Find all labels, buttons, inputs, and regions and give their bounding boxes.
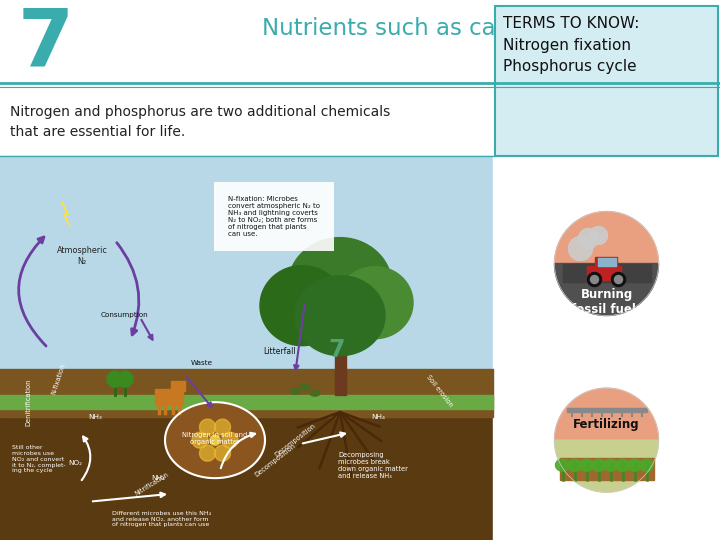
Polygon shape <box>556 459 570 471</box>
Bar <box>0 88 493 156</box>
Polygon shape <box>614 275 623 284</box>
Text: Burning
fossil fuels: Burning fossil fuels <box>570 287 642 315</box>
Bar <box>0 379 493 540</box>
Text: Nutrients such as carbon cycle through
ecosystems: Nutrients such as carbon cycle through e… <box>262 17 712 68</box>
Text: Different microbes use this NH₄
and release NO₂, another form
of nitrogen that p: Different microbes use this NH₄ and rele… <box>112 511 211 527</box>
Polygon shape <box>578 228 598 248</box>
Text: Still other
microbes use
NO₂ and convert
it to N₂, complet-
ing the cycle: Still other microbes use NO₂ and convert… <box>12 446 66 474</box>
Polygon shape <box>62 202 70 226</box>
Polygon shape <box>310 390 320 396</box>
Polygon shape <box>580 459 593 471</box>
Text: N-fixation: Microbes
convert atmospheric N₂ to
NH₃ and lightning coverts
N₂ to N: N-fixation: Microbes convert atmospheric… <box>228 197 320 237</box>
Polygon shape <box>616 459 629 471</box>
Polygon shape <box>590 226 608 245</box>
Bar <box>0 156 493 379</box>
Text: Atmospheric
N₂: Atmospheric N₂ <box>57 246 107 266</box>
Polygon shape <box>554 264 659 315</box>
Text: Decomposition: Decomposition <box>274 423 317 458</box>
Polygon shape <box>592 459 606 471</box>
Polygon shape <box>199 445 215 461</box>
Polygon shape <box>628 459 642 471</box>
Polygon shape <box>290 388 300 394</box>
Polygon shape <box>588 273 601 287</box>
Polygon shape <box>192 432 208 448</box>
Bar <box>0 0 720 88</box>
Polygon shape <box>215 419 230 435</box>
Polygon shape <box>165 402 265 478</box>
FancyBboxPatch shape <box>495 6 718 156</box>
Polygon shape <box>590 275 598 284</box>
Polygon shape <box>337 267 413 339</box>
Bar <box>562 264 650 281</box>
Polygon shape <box>222 432 238 448</box>
Polygon shape <box>567 459 582 471</box>
Bar <box>493 156 720 540</box>
Bar <box>0 395 493 409</box>
Text: Nitrogen in soil and
organic matter: Nitrogen in soil and organic matter <box>182 432 248 445</box>
Bar <box>587 266 621 280</box>
Polygon shape <box>260 266 344 346</box>
Bar <box>155 389 183 405</box>
Text: NH₃: NH₃ <box>88 414 102 420</box>
Bar <box>0 379 493 399</box>
Polygon shape <box>199 419 215 435</box>
Text: Nitrification: Nitrification <box>134 471 170 497</box>
Polygon shape <box>639 459 654 471</box>
Text: N-fixation: N-fixation <box>50 362 66 395</box>
Text: Nitrogen and phosphorus are two additional chemicals
that are essential for life: Nitrogen and phosphorus are two addition… <box>10 105 390 139</box>
Text: Litterfall: Litterfall <box>264 347 297 356</box>
Polygon shape <box>107 371 123 387</box>
Polygon shape <box>611 273 626 287</box>
Bar <box>595 256 616 267</box>
Bar <box>335 310 346 395</box>
Text: TERMS TO KNOW:
Nitrogen fixation
Phosphorus cycle: TERMS TO KNOW: Nitrogen fixation Phospho… <box>503 16 639 74</box>
Text: NH₄: NH₄ <box>151 476 165 482</box>
Bar <box>567 408 647 412</box>
Polygon shape <box>295 275 385 356</box>
Text: 7: 7 <box>328 338 344 362</box>
Text: Denitrification: Denitrification <box>25 379 31 426</box>
Polygon shape <box>554 440 659 492</box>
Text: NO₂: NO₂ <box>68 460 82 466</box>
Text: Decomposing
microbes break
down organic matter
and release NH₃: Decomposing microbes break down organic … <box>338 451 408 478</box>
Bar <box>171 381 185 391</box>
Bar <box>0 369 493 417</box>
Text: 7: 7 <box>18 5 74 83</box>
Polygon shape <box>300 384 310 390</box>
Polygon shape <box>210 435 220 445</box>
Polygon shape <box>603 459 618 471</box>
Text: Soil erosion: Soil erosion <box>426 374 454 409</box>
Text: NH₄: NH₄ <box>371 414 385 420</box>
Text: Decomposition: Decomposition <box>253 442 297 478</box>
Polygon shape <box>117 371 133 387</box>
Polygon shape <box>215 445 230 461</box>
Polygon shape <box>569 237 593 260</box>
Bar <box>598 258 616 266</box>
Polygon shape <box>288 238 392 334</box>
Polygon shape <box>554 388 659 440</box>
Polygon shape <box>554 212 659 264</box>
Text: Consumption: Consumption <box>100 312 148 318</box>
Bar <box>559 458 654 480</box>
Text: Waste: Waste <box>191 360 213 366</box>
Text: Fertilizing: Fertilizing <box>573 417 640 431</box>
